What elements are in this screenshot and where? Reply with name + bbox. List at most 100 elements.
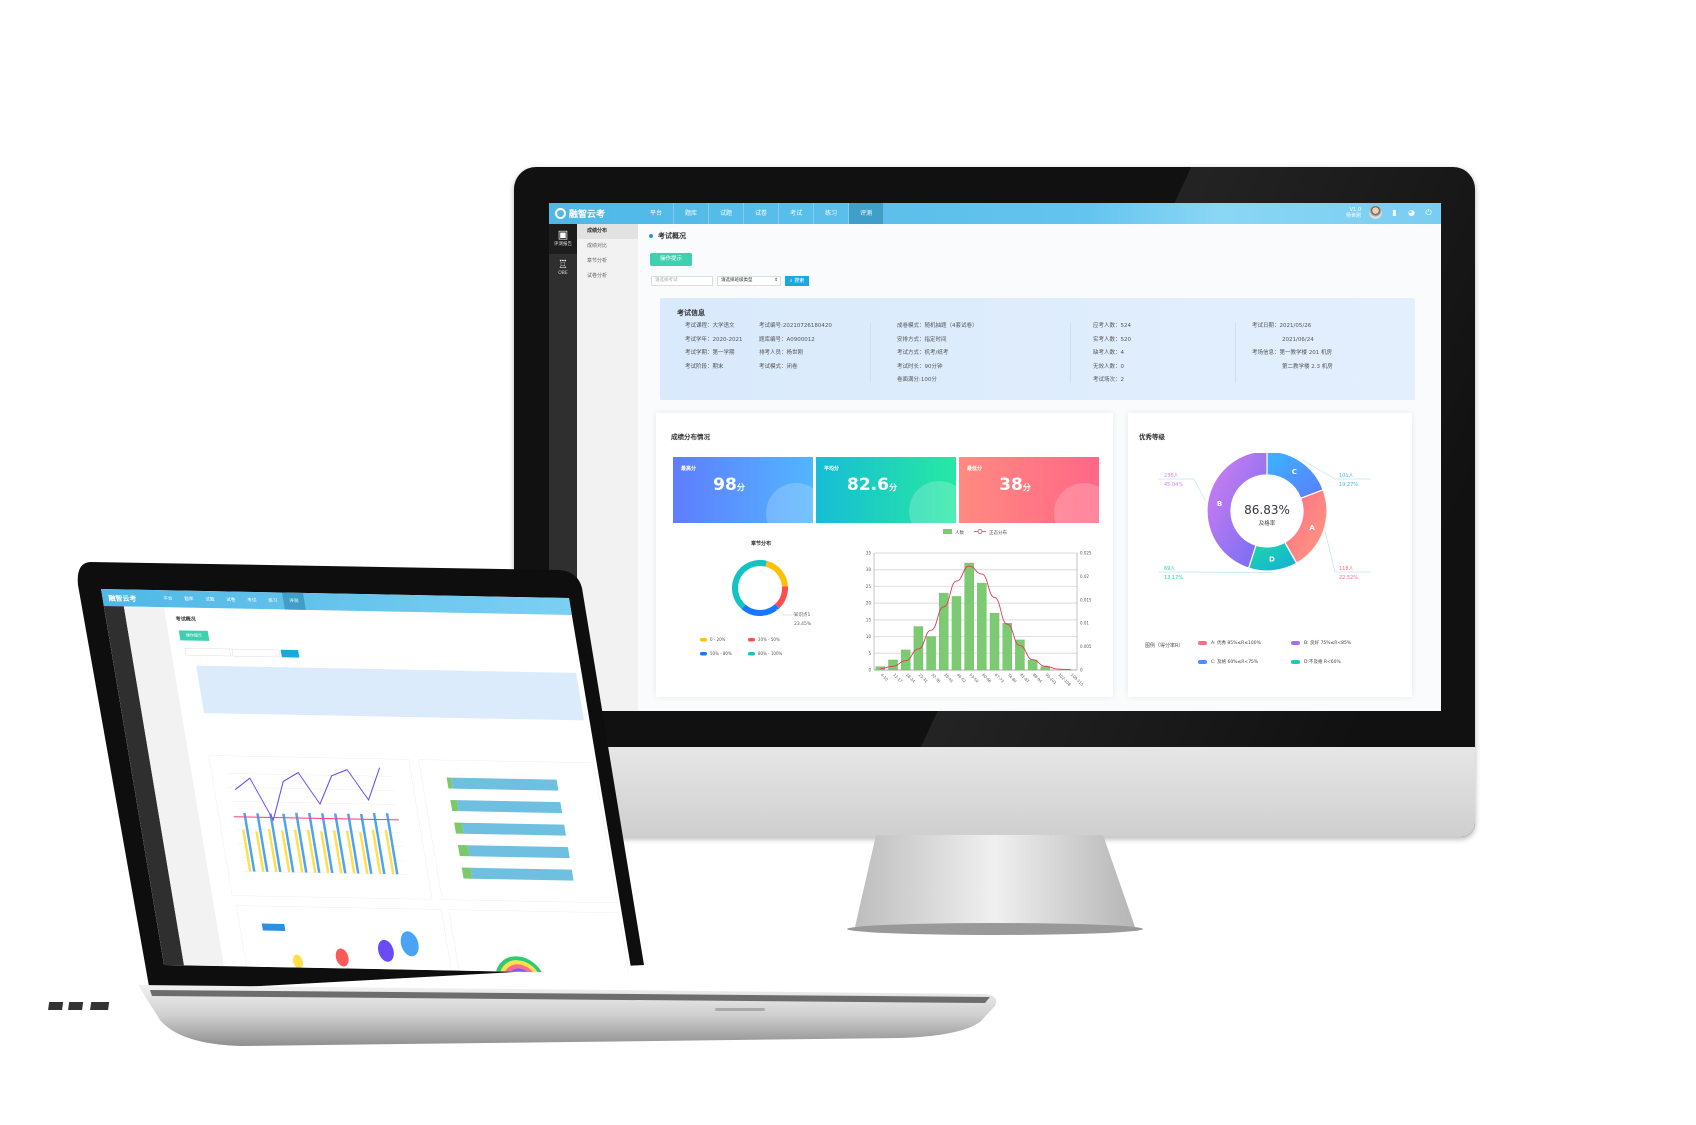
- laptop-tip-button[interactable]: 操作提示: [178, 630, 210, 641]
- laptop-hbar-blue: [467, 845, 570, 859]
- histogram-bar: [939, 592, 949, 671]
- legend-swatch: [1291, 660, 1300, 664]
- info-column-1: 考试课程：大学语文 考试学年：2020-2021 考试学期：第一学期 考试阶段：期末: [685, 320, 742, 374]
- laptop-hbar-green: [457, 845, 470, 857]
- exam-select-input[interactable]: 请选择考试: [651, 276, 713, 286]
- help-icon[interactable]: ▮: [1392, 207, 1397, 217]
- card-label: 平均分: [824, 466, 840, 472]
- legend-swatch: [748, 652, 755, 656]
- segment-percent: 13.17%: [1164, 575, 1183, 581]
- laptop-nav-item-4[interactable]: 考试: [247, 597, 257, 603]
- info-line: 缺考人数：4: [1093, 350, 1124, 357]
- submenu-item-0[interactable]: 成绩分布: [577, 224, 638, 239]
- legend-label: 50% - 80%: [710, 651, 732, 656]
- laptop-panel: [208, 755, 433, 900]
- legend-swatch: [1291, 641, 1300, 645]
- laptop-nav-item-0[interactable]: 平台: [163, 596, 173, 602]
- tip-button[interactable]: 操作提示: [650, 253, 692, 266]
- info-line: 应考人数：524: [1093, 323, 1131, 329]
- y-tick-label: 5: [868, 651, 871, 656]
- sidebar-label: OBE: [558, 271, 568, 276]
- laptop-bar-blue: [346, 813, 360, 874]
- legend-item-2[interactable]: C: 及格 60%≤R<75%: [1198, 659, 1258, 665]
- value: 38: [999, 475, 1023, 495]
- laptop-nav-item-6[interactable]: 评测: [282, 592, 306, 610]
- normal-curve: [880, 565, 1071, 670]
- sidebar-label: 评测报告: [554, 242, 572, 247]
- submenu-item-1[interactable]: 成绩对比: [587, 243, 608, 249]
- header-right: V1.0 杨世刚 ▮ ◕ ⏻: [1346, 206, 1433, 219]
- nav-item-6[interactable]: 评测: [849, 203, 885, 224]
- laptop-bar-blue: [320, 813, 334, 874]
- laptop-line-series: [234, 767, 381, 822]
- nav-item-0[interactable]: 平台: [639, 203, 675, 224]
- histogram-bar: [900, 649, 911, 671]
- laptop-hbar-blue: [461, 822, 566, 836]
- nav-item-1[interactable]: 题库: [674, 203, 710, 224]
- info-column-2: 考试编号:20210726180420 题库编号：A0900012 排考人员：杨世刚…: [759, 320, 832, 374]
- legend-swatch: [700, 652, 707, 656]
- segment-count: 118人: [1339, 566, 1354, 572]
- callout-line: [1302, 459, 1371, 480]
- legend-item-1[interactable]: B: 良好 75%≤R<85%: [1291, 640, 1351, 646]
- nav-item-4[interactable]: 考试: [779, 203, 815, 224]
- value: 82.6: [847, 475, 889, 495]
- laptop-nav-item-2[interactable]: 试题: [205, 596, 215, 603]
- sidebar-item-1[interactable]: ♖ OBE: [549, 254, 577, 284]
- app-logo[interactable]: 融智云考: [555, 207, 605, 220]
- class-type-select[interactable]: 请选择班级类型 ⇕: [717, 276, 781, 286]
- legend-item-0[interactable]: A: 优秀 85%≤R≤100%: [1198, 640, 1261, 646]
- laptop-charts: [208, 755, 631, 974]
- laptop-bar-yellow: [345, 830, 356, 874]
- x-tick-label: 88-94: [1032, 672, 1044, 684]
- nav-item-5[interactable]: 练习: [814, 203, 850, 224]
- laptop-nav-item-3[interactable]: 试卷: [226, 597, 236, 603]
- laptop-hbar-green: [461, 867, 473, 879]
- score-distribution-panel: 成绩分布情况 最高分 98分 平均分 82.6分 最低分 38分 章节分布 知识点…: [656, 413, 1113, 697]
- laptop-nav-item-5[interactable]: 练习: [268, 598, 278, 604]
- info-line: 安排方式：指定时间: [897, 336, 947, 343]
- histogram-bar: [964, 562, 974, 671]
- laptop-hbar-green: [454, 822, 464, 834]
- legend-label: 人数: [955, 529, 964, 536]
- laptop-bar-yellow: [281, 830, 291, 873]
- sidebar-item-0[interactable]: ▣ 评测报告: [549, 224, 577, 254]
- laptop-panel: [448, 909, 631, 974]
- power-icon[interactable]: ⏻: [1425, 207, 1432, 217]
- user-info[interactable]: V1.0 杨世刚: [1346, 207, 1361, 219]
- info-line: 排考人员：杨世刚: [759, 350, 804, 357]
- laptop-search-button[interactable]: [280, 649, 300, 658]
- segment-letter: B: [1217, 500, 1222, 508]
- submenu-item-3[interactable]: 试卷分析: [587, 273, 608, 279]
- avatar[interactable]: [1369, 206, 1382, 219]
- x-tick-label: 46-52: [956, 672, 968, 684]
- callout-line: [775, 608, 794, 616]
- search-button-label: 搜索: [794, 278, 805, 284]
- grade-panel: 优秀等级 C 101人 19.27% A 118人 22.52% D 69人 13.17% B 23…: [1128, 413, 1412, 697]
- legend-item-3[interactable]: D:不及格 R<60%: [1291, 659, 1341, 665]
- laptop-nav-item-1[interactable]: 题库: [184, 596, 194, 602]
- top-header: 融智云考 平台 题库 试题 试卷 考试 练习 评测 V1.0 杨世刚 ▮ ◕ ⏻: [549, 203, 1441, 224]
- nav-item-2[interactable]: 试题: [709, 203, 745, 224]
- submenu-item-2[interactable]: 章节分析: [587, 258, 608, 264]
- info-line: 考试阶段：期末: [685, 363, 724, 370]
- y-tick-label: 35: [866, 551, 872, 556]
- monitor-stand: [847, 835, 1143, 935]
- laptop-bar-blue: [256, 813, 269, 872]
- laptop-bar-blue: [333, 813, 347, 874]
- legend-swatch: [748, 638, 755, 642]
- palette-icon[interactable]: ◕: [1408, 207, 1415, 217]
- user-version: V1.0: [1349, 206, 1361, 213]
- laptop-logo[interactable]: 融智云考: [107, 594, 138, 604]
- x-tick-label: 81-87: [1019, 672, 1031, 684]
- laptop-hbar-green: [450, 800, 459, 812]
- search-button[interactable]: ⌕ 搜索: [785, 276, 809, 286]
- callout-line: [1325, 532, 1371, 573]
- page-title: 考试概况: [649, 231, 686, 241]
- laptop-exam-input[interactable]: [184, 647, 231, 657]
- info-line: 考试课程：大学语文: [685, 323, 735, 329]
- legend-label: 80% - 100%: [758, 651, 783, 656]
- laptop-type-select[interactable]: [231, 648, 281, 658]
- nav-item-3[interactable]: 试卷: [744, 203, 780, 224]
- info-line: 考试时长：90分钟: [897, 363, 943, 370]
